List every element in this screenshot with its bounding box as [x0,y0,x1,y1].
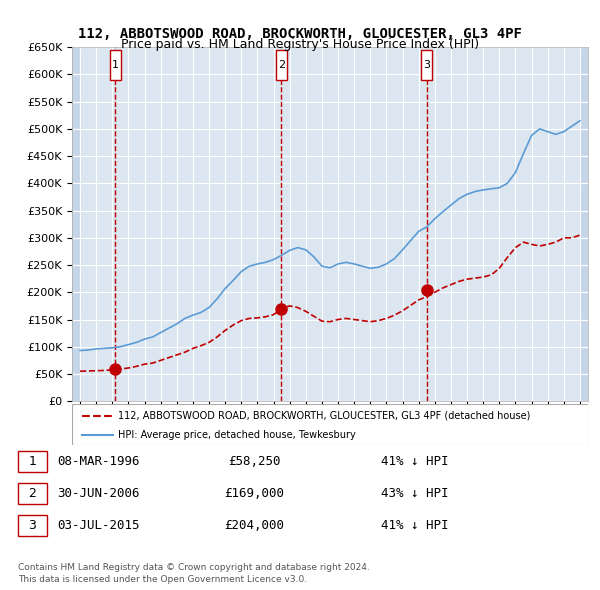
FancyBboxPatch shape [110,50,121,80]
Text: £58,250: £58,250 [227,455,280,468]
Text: 112, ABBOTSWOOD ROAD, BROCKWORTH, GLOUCESTER, GL3 4PF: 112, ABBOTSWOOD ROAD, BROCKWORTH, GLOUCE… [78,27,522,41]
Text: 1: 1 [28,455,36,468]
Bar [580,47,588,401]
FancyBboxPatch shape [276,50,287,80]
Text: HPI: Average price, detached house, Tewkesbury: HPI: Average price, detached house, Tewk… [118,430,356,440]
Text: 03-JUL-2015: 03-JUL-2015 [57,519,140,532]
Text: 1: 1 [112,60,119,70]
Text: 30-JUN-2006: 30-JUN-2006 [57,487,140,500]
Text: Contains HM Land Registry data © Crown copyright and database right 2024.: Contains HM Land Registry data © Crown c… [18,563,370,572]
Text: This data is licensed under the Open Government Licence v3.0.: This data is licensed under the Open Gov… [18,575,307,584]
Bar [72,47,80,401]
FancyBboxPatch shape [421,50,433,80]
Text: £204,000: £204,000 [224,519,284,532]
Text: 3: 3 [28,519,36,532]
Text: 3: 3 [423,60,430,70]
FancyBboxPatch shape [72,404,588,445]
Text: 41% ↓ HPI: 41% ↓ HPI [382,455,449,468]
Text: Price paid vs. HM Land Registry's House Price Index (HPI): Price paid vs. HM Land Registry's House … [121,38,479,51]
Text: 2: 2 [28,487,36,500]
Text: 41% ↓ HPI: 41% ↓ HPI [382,519,449,532]
FancyBboxPatch shape [18,483,47,504]
FancyBboxPatch shape [18,515,47,536]
Text: 08-MAR-1996: 08-MAR-1996 [57,455,140,468]
Text: £169,000: £169,000 [224,487,284,500]
Text: 43% ↓ HPI: 43% ↓ HPI [382,487,449,500]
Text: 112, ABBOTSWOOD ROAD, BROCKWORTH, GLOUCESTER, GL3 4PF (detached house): 112, ABBOTSWOOD ROAD, BROCKWORTH, GLOUCE… [118,411,531,421]
FancyBboxPatch shape [18,451,47,472]
Text: 2: 2 [278,60,285,70]
